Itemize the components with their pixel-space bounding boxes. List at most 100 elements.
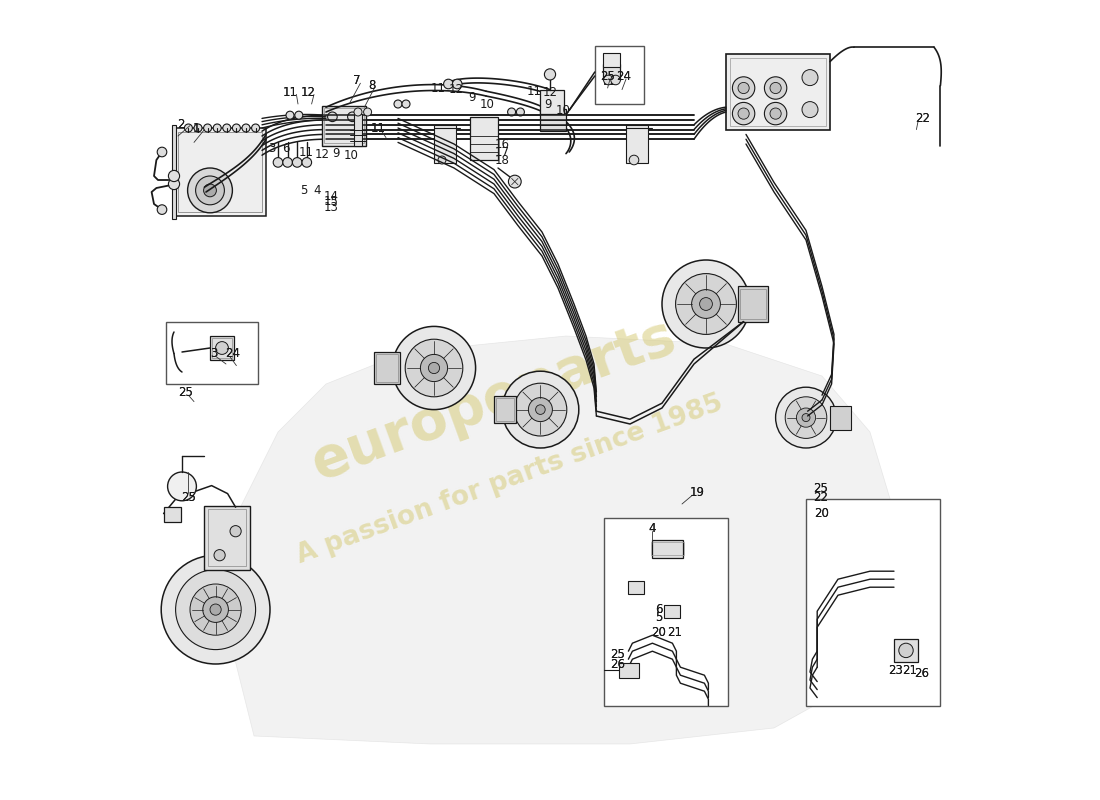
Bar <box>174 128 266 216</box>
Text: 3: 3 <box>268 142 275 154</box>
Circle shape <box>232 124 241 132</box>
Text: 22: 22 <box>915 112 931 125</box>
Circle shape <box>802 414 810 422</box>
Circle shape <box>733 77 755 99</box>
Bar <box>470 117 498 160</box>
Circle shape <box>302 158 311 167</box>
Text: 6: 6 <box>654 603 662 616</box>
Bar <box>664 605 681 618</box>
Circle shape <box>662 260 750 348</box>
Bar <box>494 396 516 423</box>
Circle shape <box>802 102 818 118</box>
Circle shape <box>402 100 410 108</box>
Circle shape <box>544 69 556 80</box>
Circle shape <box>157 205 167 214</box>
Text: 26: 26 <box>610 658 626 670</box>
Text: 24: 24 <box>616 70 631 82</box>
Bar <box>894 639 918 662</box>
Text: 20: 20 <box>651 626 667 638</box>
Text: 21: 21 <box>902 664 917 677</box>
Bar <box>604 518 728 706</box>
Text: 24: 24 <box>616 70 631 82</box>
Text: 4: 4 <box>649 522 656 534</box>
Text: 1: 1 <box>192 122 200 134</box>
Bar <box>210 336 234 360</box>
Circle shape <box>514 383 566 436</box>
Text: 11: 11 <box>283 86 297 98</box>
Circle shape <box>204 124 211 132</box>
Circle shape <box>162 555 270 664</box>
Circle shape <box>223 124 231 132</box>
Text: 16: 16 <box>495 138 509 150</box>
Text: 25: 25 <box>610 648 626 661</box>
Circle shape <box>516 108 525 116</box>
Circle shape <box>273 158 283 167</box>
Text: 24: 24 <box>224 347 240 360</box>
Bar <box>434 125 456 163</box>
Circle shape <box>157 147 167 157</box>
Text: 9: 9 <box>544 98 552 110</box>
Text: 5: 5 <box>656 611 662 624</box>
Circle shape <box>899 643 913 658</box>
Bar <box>651 542 684 555</box>
Bar <box>603 53 620 67</box>
Text: 6: 6 <box>654 603 662 616</box>
Circle shape <box>196 176 224 205</box>
Circle shape <box>167 472 197 501</box>
Circle shape <box>216 342 229 354</box>
Circle shape <box>604 75 613 85</box>
Circle shape <box>214 550 225 561</box>
Polygon shape <box>230 336 894 744</box>
Circle shape <box>295 111 302 119</box>
Text: 7: 7 <box>353 74 360 86</box>
Circle shape <box>168 170 179 182</box>
Circle shape <box>202 597 229 622</box>
Text: 11: 11 <box>430 82 446 94</box>
Text: 26: 26 <box>610 658 626 670</box>
Circle shape <box>438 156 446 164</box>
Circle shape <box>610 75 620 85</box>
Text: 25: 25 <box>610 648 626 661</box>
Text: 19: 19 <box>690 486 705 498</box>
Text: 26: 26 <box>914 667 929 680</box>
Text: 4: 4 <box>649 522 656 534</box>
Text: 7: 7 <box>353 74 360 86</box>
Text: 10: 10 <box>480 98 494 110</box>
Text: 12: 12 <box>301 86 316 98</box>
Circle shape <box>796 408 815 427</box>
Bar <box>604 78 616 84</box>
Text: 10: 10 <box>344 149 359 162</box>
Bar <box>830 406 850 430</box>
Text: 21: 21 <box>902 664 917 677</box>
Bar <box>496 398 514 421</box>
Circle shape <box>675 274 736 334</box>
Text: 25: 25 <box>601 70 615 82</box>
Text: 21: 21 <box>668 626 682 638</box>
Text: 25: 25 <box>178 386 194 398</box>
Circle shape <box>393 326 475 410</box>
Bar <box>173 125 176 219</box>
Bar <box>354 114 362 146</box>
Bar <box>164 507 182 522</box>
Text: 11: 11 <box>298 146 314 158</box>
Text: 11: 11 <box>527 85 541 98</box>
Circle shape <box>508 175 521 188</box>
Circle shape <box>394 100 402 108</box>
Text: 5: 5 <box>300 184 307 197</box>
Circle shape <box>286 111 294 119</box>
Text: 18: 18 <box>495 154 509 166</box>
Bar <box>806 499 940 706</box>
Text: europeparts: europeparts <box>305 309 683 491</box>
Text: 5: 5 <box>656 611 662 624</box>
Text: 6: 6 <box>283 142 289 154</box>
Text: 12: 12 <box>301 86 316 98</box>
Circle shape <box>700 298 713 310</box>
Text: 25: 25 <box>182 491 196 504</box>
Circle shape <box>776 387 836 448</box>
Text: 9: 9 <box>468 91 475 104</box>
Bar <box>628 581 645 594</box>
Bar <box>178 132 262 212</box>
Text: 25: 25 <box>601 70 615 82</box>
Bar <box>730 58 826 126</box>
Circle shape <box>168 178 179 190</box>
